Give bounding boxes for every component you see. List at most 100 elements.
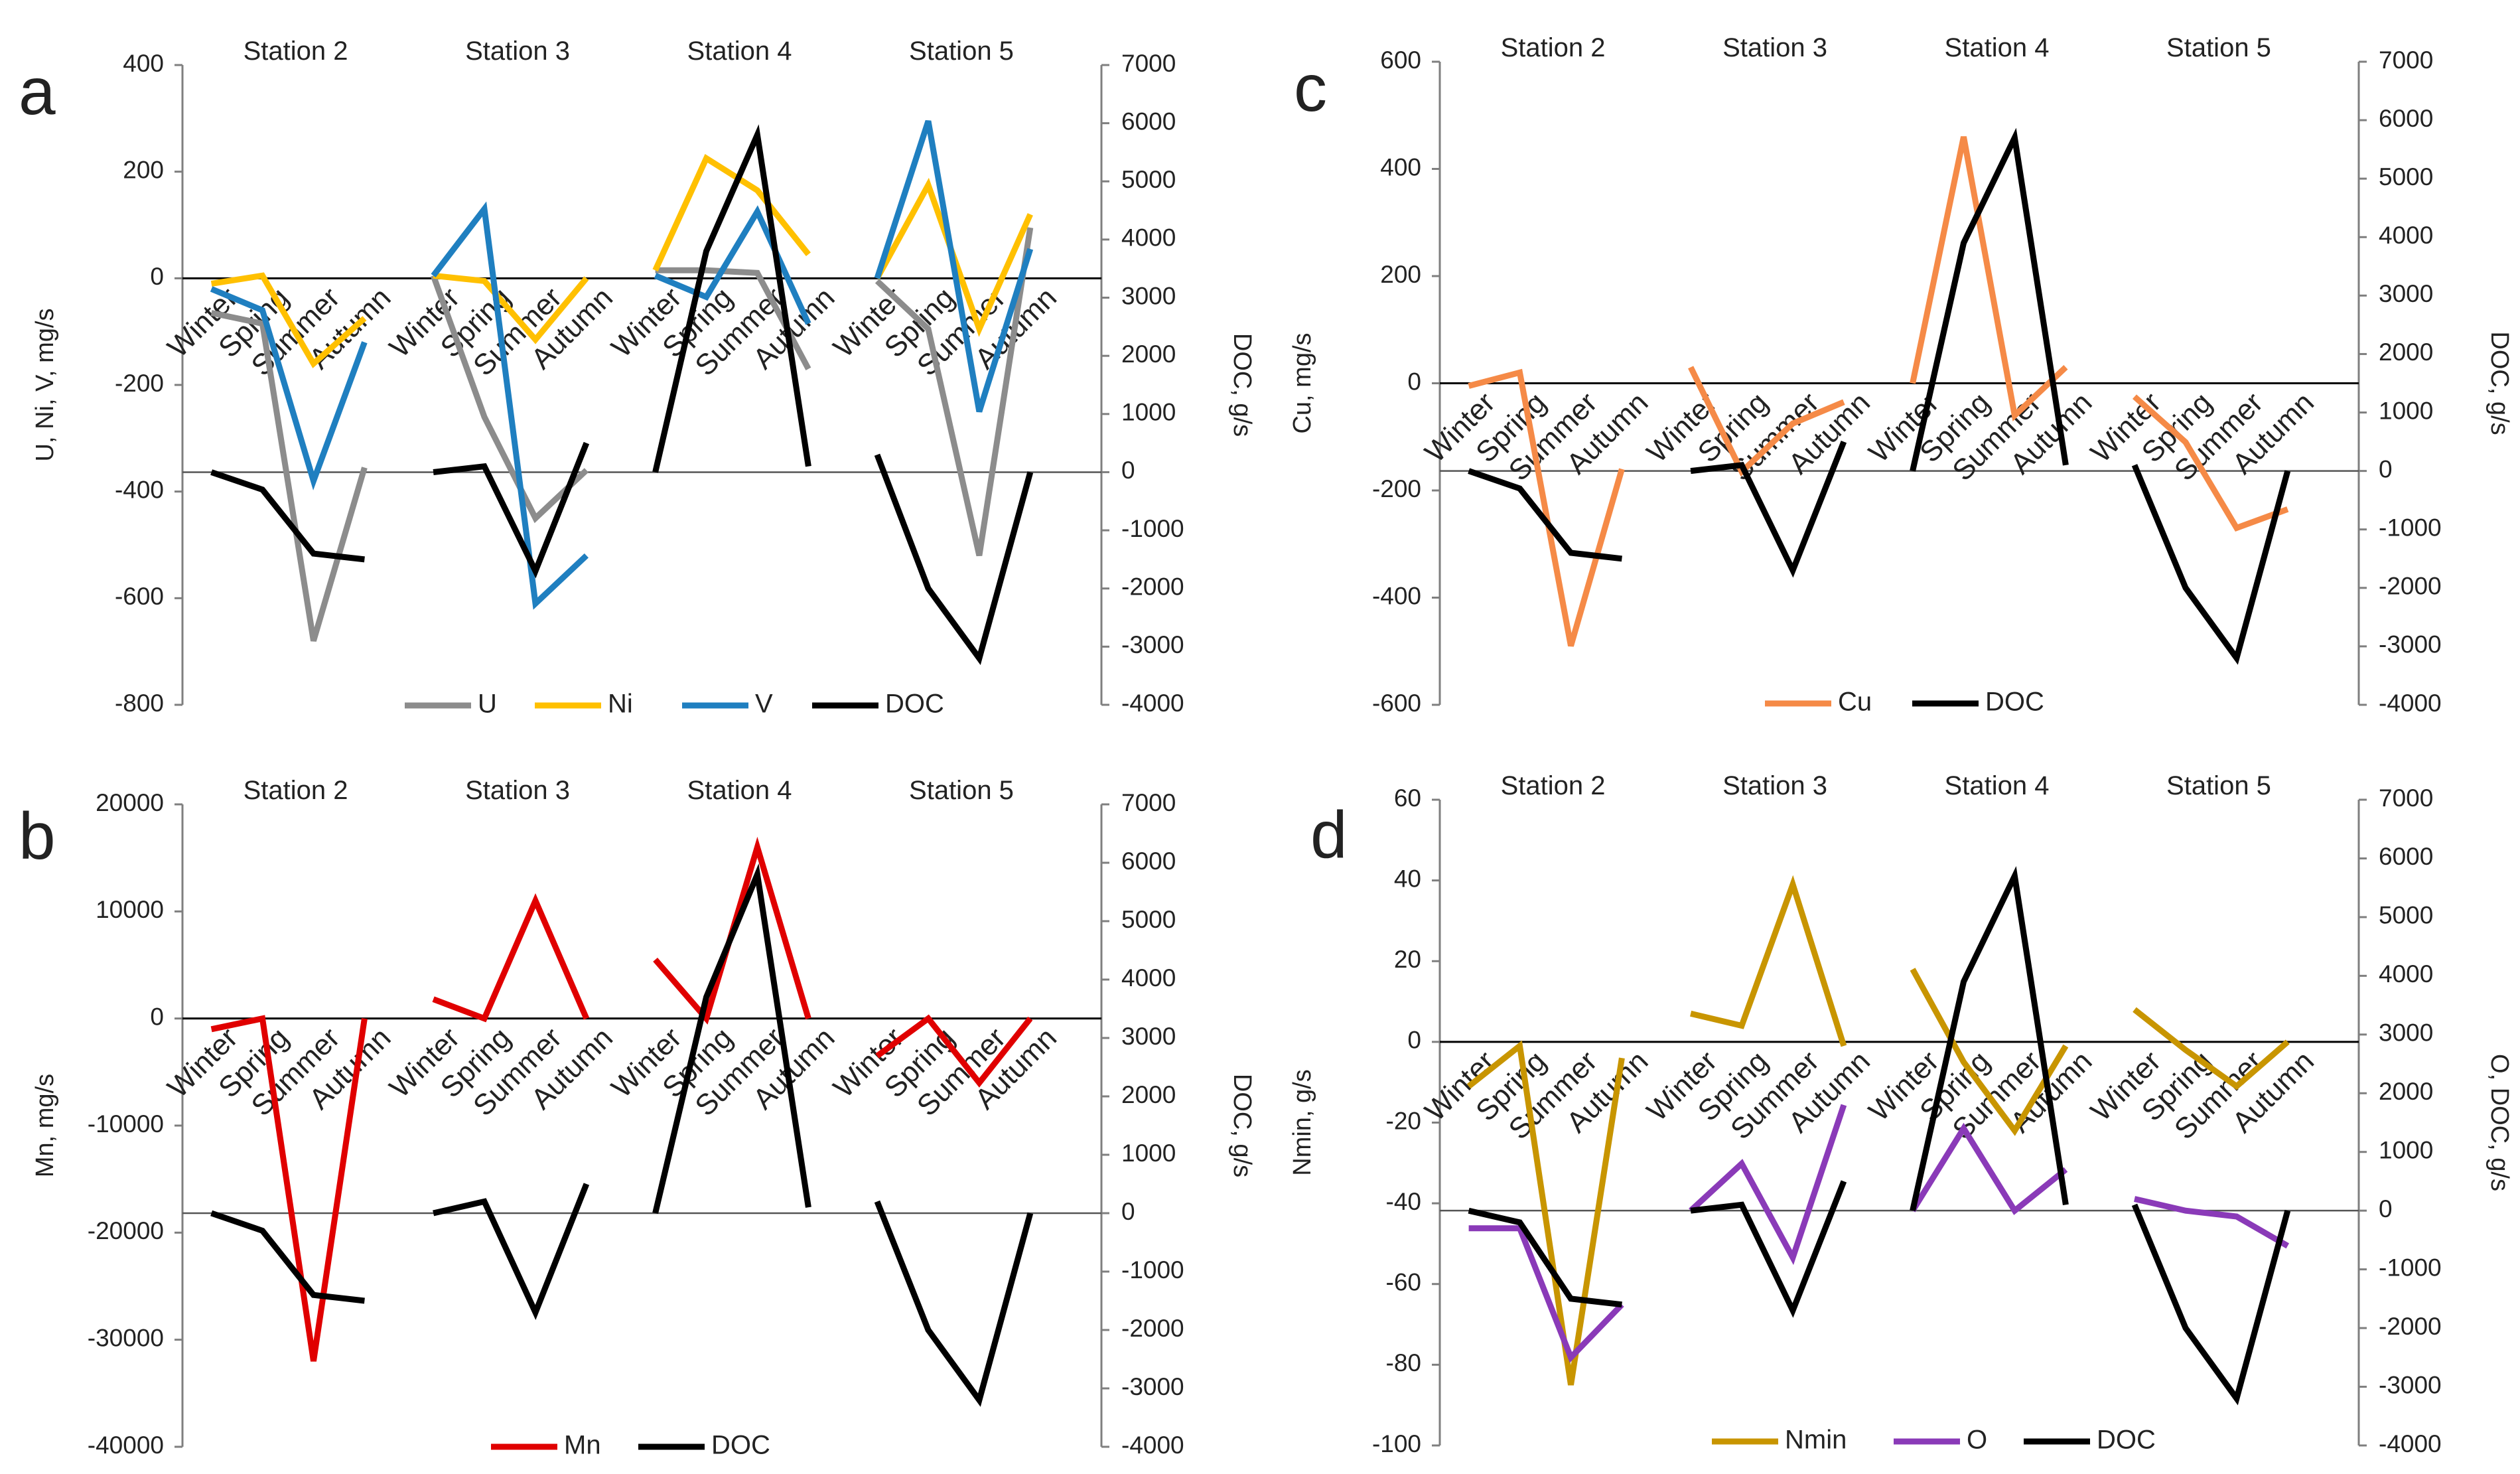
panel-letter: b [19, 799, 56, 873]
left-tick-label: -600 [1372, 690, 1421, 717]
right-tick-label: 0 [2379, 1195, 2393, 1222]
left-tick-label: 40 [1394, 865, 1421, 892]
panel-letter: c [1294, 51, 1327, 125]
right-tick-label: -3000 [1121, 631, 1184, 658]
right-tick-label: -4000 [1121, 690, 1184, 717]
series-doc-line [210, 469, 365, 563]
right-tick-label: 5000 [1121, 906, 1176, 933]
legend-label-doc: DOC [885, 690, 944, 719]
right-tick-label: -1000 [1121, 1256, 1184, 1284]
legend-label-doc: DOC [711, 1431, 770, 1460]
legend-label-u: U [478, 690, 497, 719]
series-doc-line [1468, 468, 1622, 562]
series-ni-line [652, 154, 811, 272]
left-tick-label: -400 [1372, 582, 1421, 609]
station-title: Station 5 [909, 776, 1014, 805]
right-tick-label: 4000 [2379, 960, 2433, 988]
right-tick-label: -2000 [1121, 573, 1184, 601]
station-title: Station 2 [244, 37, 348, 66]
left-tick-label: 60 [1394, 784, 1421, 812]
right-tick-label: 2000 [1121, 340, 1176, 368]
right-tick-label: 6000 [2379, 843, 2433, 870]
right-tick-label: 4000 [1121, 964, 1176, 992]
right-tick-label: 7000 [1121, 50, 1176, 77]
right-tick-label: 1000 [2379, 1137, 2433, 1164]
legend-label-o: O [1967, 1426, 1987, 1455]
series-o-line [1910, 1122, 2068, 1215]
station-title: Station 5 [2166, 33, 2271, 62]
left-tick-label: 0 [150, 1003, 164, 1030]
series-cu-line [2133, 394, 2289, 532]
station-title: Station 3 [1722, 771, 1827, 800]
series-v-line [431, 201, 589, 610]
left-tick-label: 400 [1380, 153, 1421, 181]
right-tick-label: 0 [2379, 455, 2393, 482]
panel-b: b-40000-30000-20000-1000001000020000-400… [19, 776, 1256, 1460]
station-title: Station 4 [687, 776, 792, 805]
panel-a: a-800-600-400-2000200400-4000-3000-2000-… [19, 37, 1256, 719]
left-tick-label: 200 [123, 156, 164, 183]
right-tick-label: 5000 [2379, 163, 2433, 190]
left-tick-label: -60 [1386, 1269, 1421, 1296]
series-v-line [874, 120, 1034, 413]
station-title: Station 4 [1945, 771, 2050, 800]
station-title: Station 4 [1945, 33, 2050, 62]
series-cu-line [1910, 136, 2068, 421]
panel-letter: d [1310, 798, 1348, 872]
legend-label-cu: Cu [1838, 688, 1872, 717]
right-tick-label: -1000 [2379, 1254, 2442, 1281]
right-tick-label: 5000 [2379, 902, 2433, 929]
legend-label-v: V [755, 690, 773, 719]
y2-axis-label: O, DOC, g/s [2485, 1054, 2513, 1191]
left-tick-label: 600 [1380, 46, 1421, 74]
left-tick-label: -40 [1386, 1188, 1421, 1215]
series-o-line [1689, 1104, 1847, 1266]
series-doc-line [1910, 127, 2069, 472]
series-mn-line [875, 1014, 1033, 1088]
left-tick-label: -400 [115, 476, 164, 503]
y2-axis-label: DOC, g/s [1228, 333, 1256, 437]
right-tick-label: 1000 [1121, 1140, 1176, 1167]
y2-axis-label: DOC, g/s [2485, 331, 2513, 435]
right-tick-label: 3000 [2379, 280, 2433, 307]
panel-letter: a [19, 54, 56, 129]
right-tick-label: 0 [1121, 1198, 1135, 1225]
right-tick-label: 2000 [2379, 338, 2433, 366]
series-doc-line [1468, 1207, 1622, 1308]
y-axis-label: Cu, mg/s [1289, 332, 1316, 433]
series-doc-line [210, 1210, 365, 1304]
left-tick-label: -80 [1386, 1349, 1421, 1376]
series-doc-line [874, 453, 1034, 666]
right-tick-label: -3000 [2379, 631, 2442, 658]
right-tick-label: 1000 [1121, 399, 1176, 426]
series-v-line [210, 286, 368, 490]
right-tick-label: 3000 [2379, 1019, 2433, 1047]
right-tick-label: 2000 [2379, 1078, 2433, 1105]
series-doc-line [652, 863, 811, 1215]
right-tick-label: 5000 [1121, 166, 1176, 193]
right-tick-label: 6000 [1121, 848, 1176, 875]
left-tick-label: -600 [115, 583, 164, 610]
series-u-line [875, 227, 1034, 557]
series-doc-line [2131, 1203, 2291, 1406]
left-tick-label: -200 [115, 370, 164, 397]
series-nmin-line [1690, 875, 1847, 1047]
left-tick-label: 20000 [96, 789, 164, 816]
right-tick-label: 4000 [1121, 224, 1176, 252]
panel-d: d -100 -80 -60 -40 -20 0 20 40 60 -4000 -3000 -2000 -… [1289, 771, 2513, 1457]
right-tick-label: 3000 [1121, 282, 1176, 309]
series-ni-line [210, 272, 367, 368]
series-mn-line [432, 893, 590, 1023]
right-tick-label: -1000 [1121, 515, 1184, 542]
right-tick-label: -2000 [1121, 1315, 1184, 1342]
left-tick-label: 0 [1407, 1027, 1421, 1054]
y-axis-label: U, Ni, V, mg/s [31, 309, 59, 462]
station-title: Station 4 [687, 37, 792, 66]
legend-label-mn: Mn [564, 1431, 601, 1460]
station-title: Station 2 [1501, 33, 1606, 62]
left-tick-label: -200 [1372, 475, 1421, 502]
right-tick-label: 7000 [1121, 789, 1176, 816]
series-nmin-line [1910, 968, 2069, 1136]
series-ni-line [433, 272, 589, 344]
